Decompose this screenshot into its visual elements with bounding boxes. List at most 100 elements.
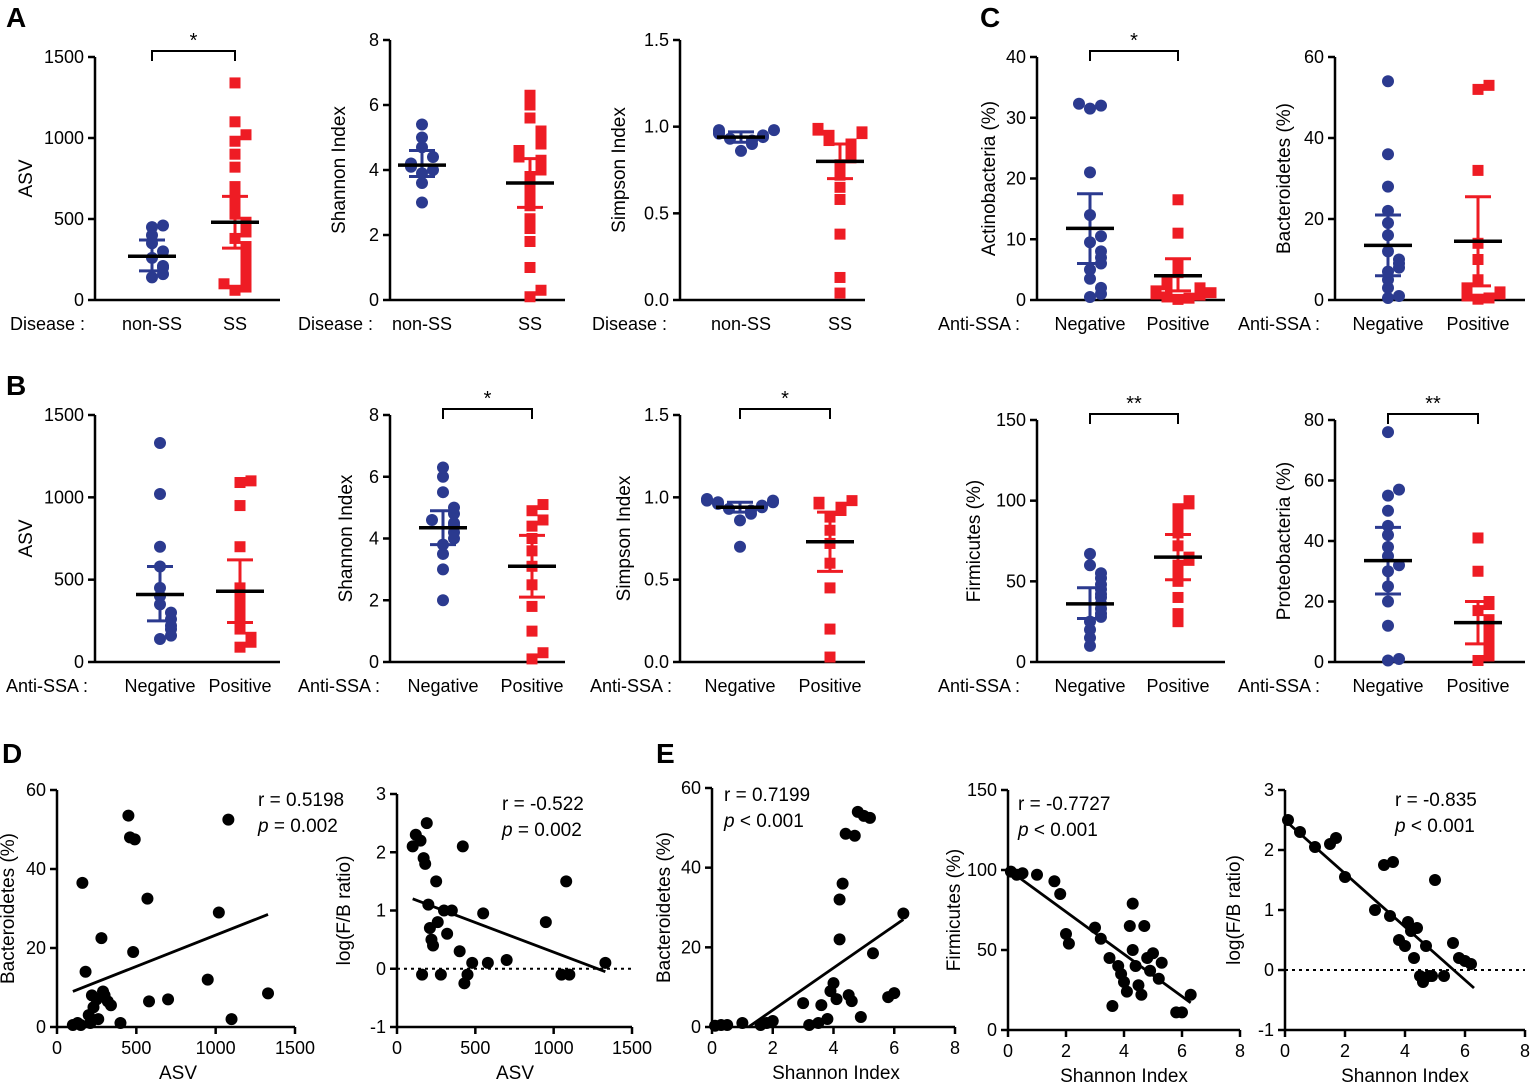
data-point	[95, 932, 108, 945]
data-point	[821, 1013, 834, 1026]
data-point	[815, 999, 828, 1012]
data-point	[1120, 985, 1133, 998]
y-tick-label: 0	[74, 290, 84, 310]
data-point	[1126, 944, 1139, 956]
data-point	[1382, 148, 1394, 161]
x-axis-label: ASV	[159, 1063, 197, 1084]
y-tick-label: 40	[681, 858, 701, 878]
data-point	[524, 291, 536, 303]
data-point	[419, 857, 432, 870]
data-point	[1135, 988, 1148, 1001]
group-prefix-label: Anti-SSA :	[1238, 676, 1320, 696]
regression-line	[747, 918, 905, 1029]
y-axis-label: log(F/B ratio)	[1224, 855, 1245, 965]
x-tick-label: 4	[828, 1038, 838, 1058]
p-value: < 0.001	[735, 811, 804, 832]
group-prefix-label: Anti-SSA :	[1238, 314, 1320, 334]
p-value: < 0.001	[1029, 820, 1098, 841]
category-label: Negative	[407, 676, 478, 696]
data-point	[1150, 285, 1162, 297]
x-tick-label: 4	[1400, 1041, 1410, 1061]
data-point	[218, 278, 230, 290]
y-tick-label: 1	[1264, 900, 1274, 920]
y-tick-label: 0	[369, 652, 379, 672]
data-point	[245, 631, 257, 643]
y-tick-label: 0	[691, 1017, 701, 1037]
data-point	[1483, 626, 1495, 638]
data-point	[229, 161, 241, 173]
data-point	[146, 221, 158, 234]
data-point	[234, 477, 246, 489]
category-label: non-SS	[122, 314, 182, 334]
y-axis-label: ASV	[16, 159, 37, 197]
data-point	[1483, 641, 1495, 653]
data-point	[526, 520, 538, 532]
x-tick-label: 500	[460, 1038, 490, 1058]
x-tick-label: 1000	[196, 1038, 236, 1058]
x-tick-label: 6	[1177, 1041, 1187, 1061]
data-point	[416, 196, 428, 209]
y-tick-label: 30	[1006, 108, 1026, 128]
data-point	[813, 496, 825, 508]
data-point	[114, 1017, 127, 1030]
y-tick-label: 80	[1304, 410, 1324, 430]
p-symbol: p	[257, 816, 269, 837]
data-point	[453, 945, 466, 958]
y-tick-label: 60	[26, 780, 46, 800]
data-point	[416, 968, 429, 981]
data-point	[524, 236, 536, 247]
data-point	[1172, 519, 1184, 531]
significance-bracket	[1387, 413, 1479, 424]
data-point	[416, 131, 428, 144]
y-tick-label: 40	[1304, 128, 1324, 148]
data-point	[1382, 75, 1394, 88]
data-point	[154, 488, 166, 501]
y-tick-label: 1.0	[644, 117, 669, 137]
data-point	[1399, 940, 1411, 952]
data-point	[768, 124, 780, 137]
data-point	[1161, 291, 1173, 303]
x-tick-label: 2	[768, 1038, 778, 1058]
data-point	[1062, 937, 1075, 950]
y-tick-label: 4	[369, 160, 379, 180]
group-prefix-label: Anti-SSA :	[590, 676, 672, 696]
data-point	[143, 995, 156, 1008]
p-symbol: p	[501, 820, 513, 841]
correlation-r-label: r = 0.5198	[258, 790, 344, 811]
significance-marker: *	[190, 30, 198, 52]
data-point	[1132, 979, 1145, 992]
data-point	[721, 1019, 734, 1032]
x-tick-label: 4	[1119, 1041, 1129, 1061]
data-point	[229, 284, 241, 296]
data-point	[1126, 897, 1139, 910]
y-axis-label: Simpson Index	[609, 107, 630, 233]
data-point	[229, 181, 241, 193]
x-tick-label: 500	[121, 1038, 151, 1058]
y-tick-label: 0	[376, 959, 386, 979]
data-point	[1282, 814, 1294, 826]
data-point	[212, 906, 225, 919]
data-point	[1103, 952, 1116, 964]
y-tick-label: 0	[1314, 652, 1324, 672]
data-point	[524, 262, 536, 273]
data-point	[74, 1019, 87, 1032]
data-point	[856, 126, 868, 138]
y-axis-label: ASV	[16, 519, 37, 557]
data-point	[1483, 620, 1495, 632]
data-point	[1084, 102, 1096, 115]
data-point	[1084, 166, 1096, 179]
x-axis-label: ASV	[496, 1063, 534, 1084]
data-point	[434, 968, 447, 981]
data-point	[1429, 874, 1441, 886]
x-tick-label: 0	[52, 1038, 62, 1058]
data-point	[1183, 495, 1195, 507]
data-point	[431, 916, 444, 929]
correlation-r-label: r = -0.7727	[1018, 794, 1110, 815]
group-prefix-label: Disease :	[10, 314, 85, 334]
data-point	[535, 154, 547, 166]
data-point	[141, 892, 154, 905]
category-label: Negative	[1054, 314, 1125, 334]
data-point	[539, 916, 552, 929]
group-prefix-label: Anti-SSA :	[938, 314, 1020, 334]
data-point	[1472, 164, 1484, 176]
